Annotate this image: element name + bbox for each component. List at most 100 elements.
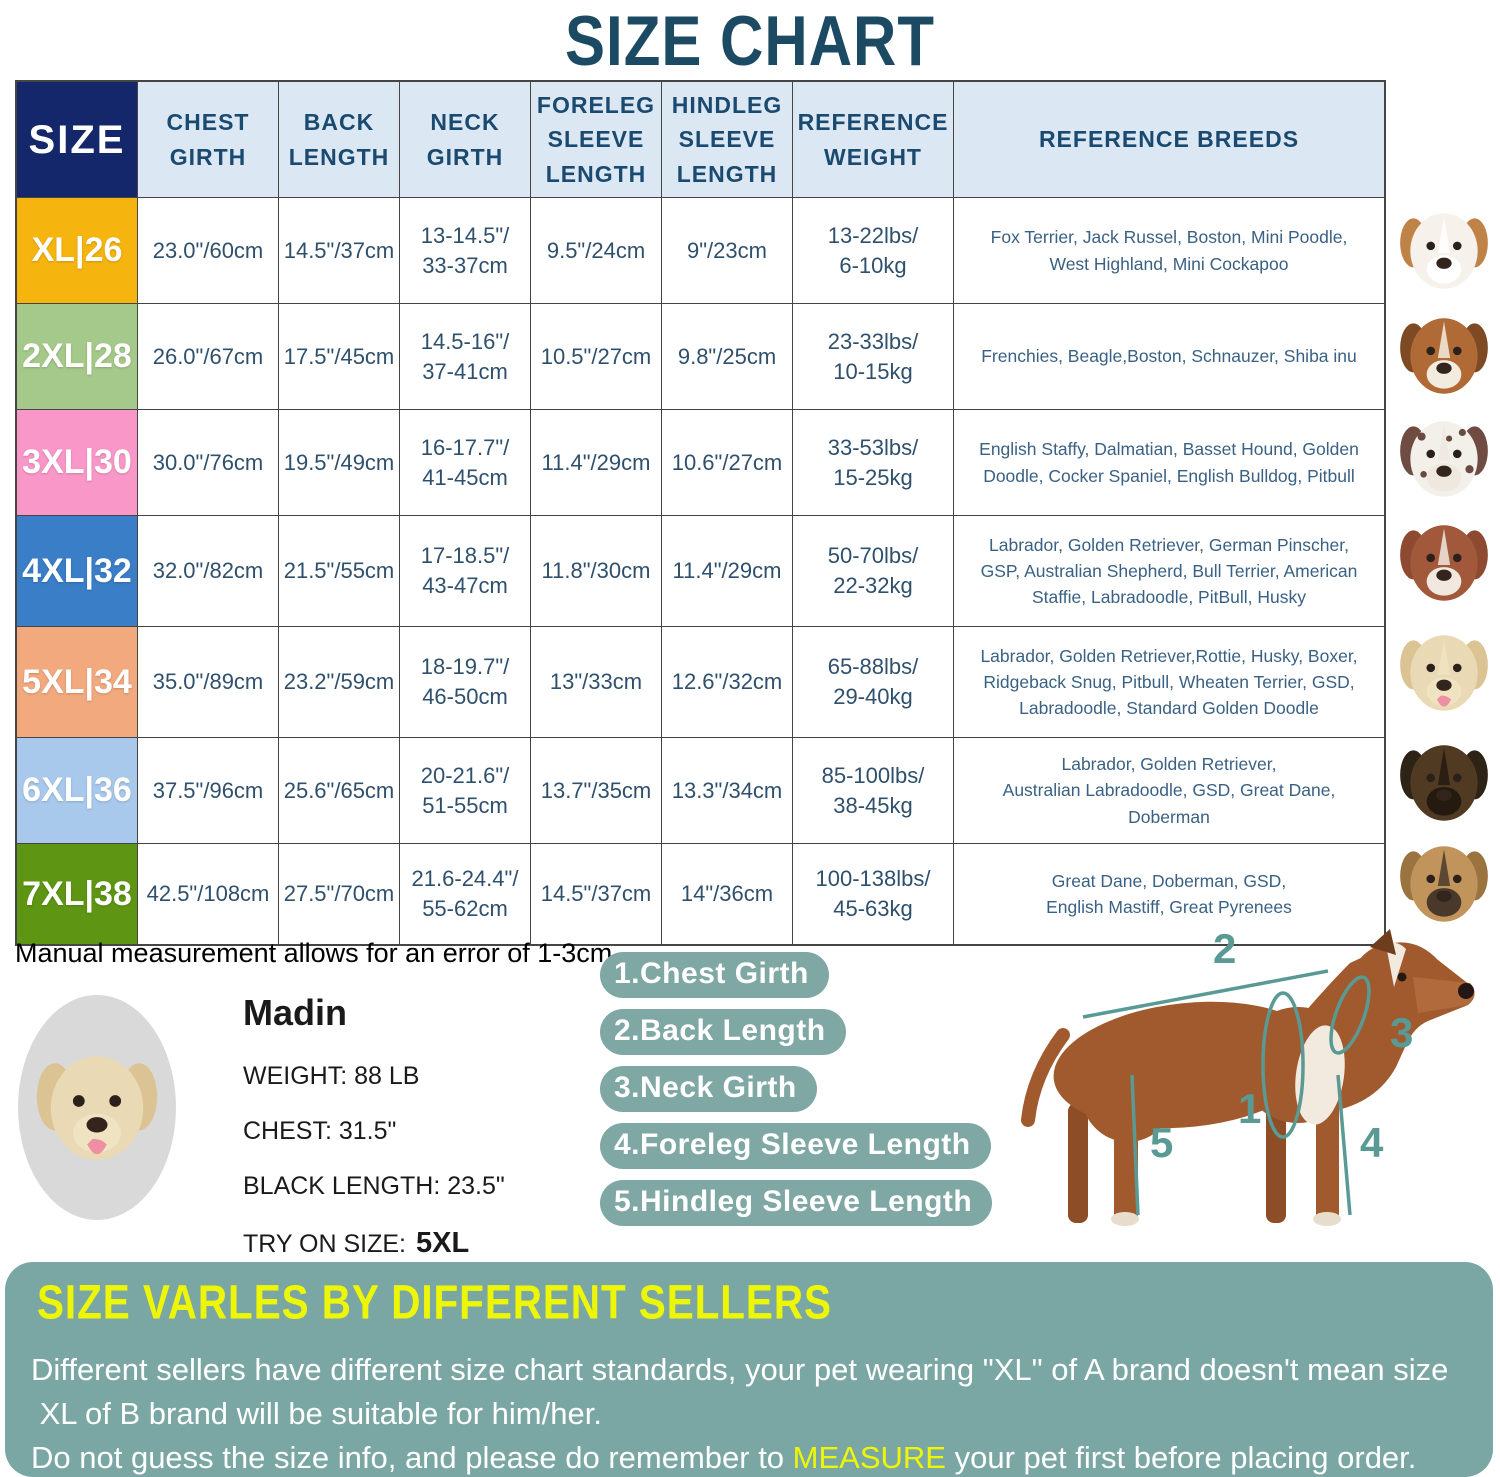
size-label: 5XL|34: [22, 662, 132, 701]
size-badge: 6XL|36: [17, 738, 137, 843]
neck-girth-cell: 17-18.5"/ 43-47cm: [400, 516, 530, 626]
foreleg-sleeve-cell: 14.5"/37cm: [531, 844, 661, 944]
size-label: XL|26: [31, 231, 123, 269]
dog-face-icon: [1400, 421, 1488, 497]
chest-girth-cell: 32.0"/82cm: [138, 516, 278, 626]
labrador-face-icon: [36, 1055, 158, 1160]
reference-breeds-cell: Labrador, Golden Retriever, German Pinsc…: [954, 516, 1384, 626]
measurement-legend: 1.Chest Girth 2.Back Length 3.Neck Girth…: [600, 952, 993, 1237]
chest-girth-cell: 26.0"/67cm: [138, 304, 278, 409]
size-table: SIZE CHEST GIRTH BACK LENGTH NECK GIRTH …: [15, 80, 1386, 946]
breed-photo-labrador: [1392, 622, 1496, 724]
chest-girth-cell: 30.0"/76cm: [138, 410, 278, 515]
chest-girth-cell: 35.0"/89cm: [138, 627, 278, 737]
neck-girth-cell: 13-14.5"/ 33-37cm: [400, 198, 530, 303]
dog-face-icon: [1400, 635, 1488, 711]
legend-chest-girth: 1.Chest Girth: [600, 952, 829, 998]
reference-weight-cell: 33-53lbs/ 15-25kg: [793, 410, 953, 515]
reference-breeds-cell: Labrador, Golden Retriever,Rottie, Husky…: [954, 627, 1384, 737]
size-label: 3XL|30: [22, 443, 132, 481]
size-badge: 4XL|32: [17, 516, 137, 626]
foreleg-sleeve-cell: 10.5"/27cm: [531, 304, 661, 409]
col-header-reference-breeds: REFERENCE BREEDS: [954, 82, 1384, 197]
try-on-size-value: 5XL: [416, 1227, 470, 1259]
seller-notice-line3: Do not guess the size info, and please d…: [31, 1436, 1469, 1477]
reference-weight-cell: 65-88lbs/ 29-40kg: [793, 627, 953, 737]
size-badge: 3XL|30: [17, 410, 137, 515]
col-header-neck-girth: NECK GIRTH: [400, 82, 530, 197]
hindleg-sleeve-cell: 12.6"/32cm: [662, 627, 792, 737]
reference-breeds-cell: Labrador, Golden Retriever, Australian L…: [954, 738, 1384, 843]
size-label: 6XL|36: [22, 771, 132, 809]
try-on-label: TRY ON SIZE:: [243, 1230, 407, 1258]
neck-girth-cell: 21.6-24.4"/ 55-62cm: [400, 844, 530, 944]
chest-girth-cell: 37.5"/96cm: [138, 738, 278, 843]
breed-photo-amstaff: [1392, 512, 1496, 614]
reference-weight-cell: 100-138lbs/ 45-63kg: [793, 844, 953, 944]
breed-photo-german-shepherd: [1392, 732, 1496, 834]
reference-breeds-cell: Fox Terrier, Jack Russel, Boston, Mini P…: [954, 198, 1384, 303]
legend-back-length: 2.Back Length: [600, 1009, 846, 1055]
reference-breeds-cell: English Staffy, Dalmatian, Basset Hound,…: [954, 410, 1384, 515]
hindleg-sleeve-cell: 9.8"/25cm: [662, 304, 792, 409]
reference-weight-cell: 50-70lbs/ 22-32kg: [793, 516, 953, 626]
back-length-cell: 25.6"/65cm: [279, 738, 399, 843]
foreleg-sleeve-cell: 11.8"/30cm: [531, 516, 661, 626]
diagram-label-5: 5: [1150, 1119, 1173, 1166]
neck-girth-cell: 14.5-16"/ 37-41cm: [400, 304, 530, 409]
dog-face-icon: [1400, 213, 1488, 289]
chest-girth-cell: 42.5"/108cm: [138, 844, 278, 944]
page-title: SIZE CHART: [565, 1, 935, 81]
example-dog-try-on-size: TRY ON SIZE: 5XL: [243, 1227, 505, 1260]
dog-illustration: [1021, 929, 1475, 1226]
reference-breeds-cell: Frenchies, Beagle,Boston, Schnauzer, Shi…: [954, 304, 1384, 409]
dog-face-icon: [1400, 846, 1488, 922]
breed-photo-dalmatian: [1392, 408, 1496, 510]
measurement-diagram: 1 2 3 4 5: [1021, 925, 1475, 1226]
hindleg-sleeve-cell: 11.4"/29cm: [662, 516, 792, 626]
dog-face-icon: [1400, 745, 1488, 821]
breed-photo-beagle: [1392, 305, 1496, 407]
chest-girth-cell: 23.0"/60cm: [138, 198, 278, 303]
breed-photo-great-dane: [1392, 833, 1496, 935]
measurement-note: Manual measurement allows for an error o…: [15, 938, 613, 968]
dog-face-icon: [1400, 318, 1488, 394]
example-dog-weight: WEIGHT: 88 LB: [243, 1062, 420, 1090]
col-header-hindleg-sleeve: HINDLEG SLEEVE LENGTH: [662, 82, 792, 197]
legend-foreleg-sleeve: 4.Foreleg Sleeve Length: [600, 1123, 991, 1169]
col-header-back-length: BACK LENGTH: [279, 82, 399, 197]
size-badge: 5XL|34: [17, 627, 137, 737]
back-length-cell: 19.5"/49cm: [279, 410, 399, 515]
notice-line3-after: your pet first before placing order.: [945, 1440, 1417, 1476]
legend-hindleg-sleeve: 5.Hindleg Sleeve Length: [600, 1180, 993, 1226]
example-dog-photo: [18, 995, 176, 1220]
back-length-cell: 27.5"/70cm: [279, 844, 399, 944]
seller-notice-line1: Different sellers have different size ch…: [31, 1352, 1449, 1387]
example-dog-back-length: BLACK LENGTH: 23.5": [243, 1172, 505, 1200]
diagram-label-3: 3: [1390, 1009, 1413, 1056]
neck-girth-cell: 20-21.6"/ 51-55cm: [400, 738, 530, 843]
diagram-label-2: 2: [1213, 925, 1236, 972]
hindleg-sleeve-cell: 9"/23cm: [662, 198, 792, 303]
col-header-chest-girth: CHEST GIRTH: [138, 82, 278, 197]
col-header-reference-weight: REFERENCE WEIGHT: [793, 82, 953, 197]
hindleg-sleeve-cell: 14"/36cm: [662, 844, 792, 944]
size-badge: 7XL|38: [17, 844, 137, 944]
size-label: 4XL|32: [22, 551, 132, 590]
legend-neck-girth: 3.Neck Girth: [600, 1066, 817, 1112]
example-dog-card: Madin WEIGHT: 88 LB CHEST: 31.5" BLACK L…: [243, 992, 505, 1260]
size-label: 2XL|28: [22, 337, 132, 375]
diagram-label-1: 1: [1238, 1085, 1261, 1132]
reference-weight-cell: 23-33lbs/ 10-15kg: [793, 304, 953, 409]
breed-photo-jack-russell: [1392, 200, 1496, 302]
foreleg-sleeve-cell: 13.7"/35cm: [531, 738, 661, 843]
dog-face-icon: [1400, 525, 1488, 601]
reference-breeds-cell: Great Dane, Doberman, GSD, English Masti…: [954, 844, 1384, 944]
measure-highlight: MEASURE: [792, 1440, 946, 1476]
hindleg-sleeve-cell: 13.3"/34cm: [662, 738, 792, 843]
size-badge: XL|26: [17, 198, 137, 303]
measurement-lines: [1082, 969, 1371, 1216]
seller-notice-panel: SIZE VARLES BY DIFFERENT SELLERS Differe…: [5, 1262, 1493, 1477]
diagram-label-4: 4: [1360, 1119, 1384, 1166]
